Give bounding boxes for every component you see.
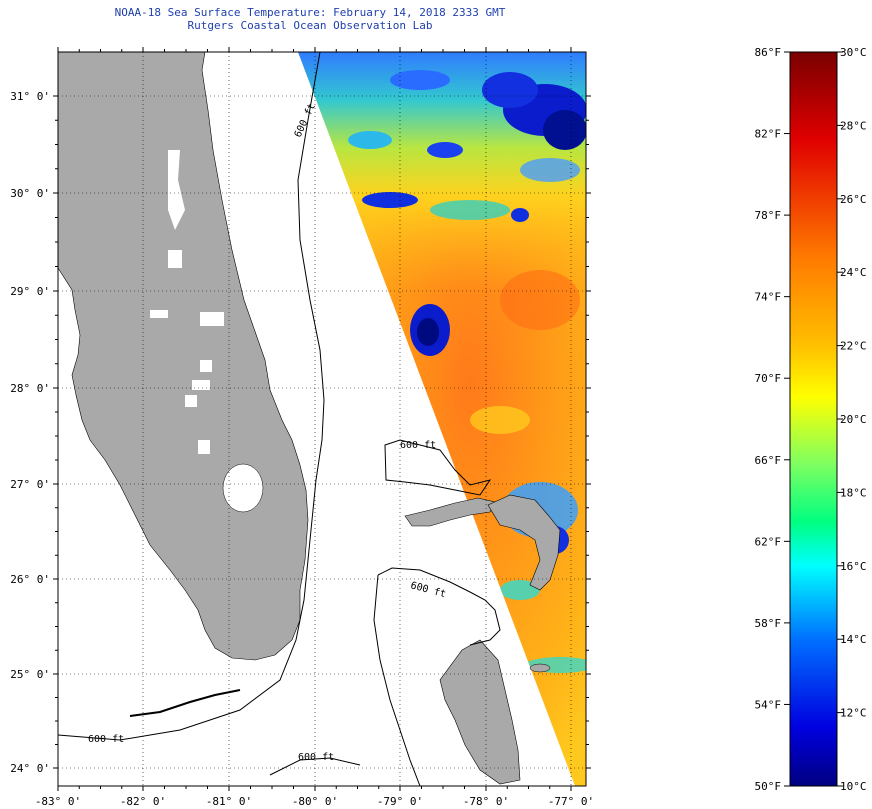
lat-label: 27° 0' — [10, 478, 50, 491]
colorbar-f-label: 50°F — [755, 780, 782, 793]
lon-label: -78° 0' — [463, 795, 509, 808]
contour-label: 600 ft — [298, 752, 334, 763]
lat-label: 29° 0' — [10, 285, 50, 298]
lat-label: 31° 0' — [10, 90, 50, 103]
lat-label: 25° 0' — [10, 668, 50, 681]
contour-label: 600 ft — [400, 440, 436, 451]
colorbar-f-label: 74°F — [755, 291, 782, 304]
colorbar: 86°F 82°F 78°F 74°F 70°F 66°F 62°F 58°F 54°F 50°F… — [755, 46, 867, 793]
map-title: NOAA-18 Sea Surface Temperature: Februar… — [114, 6, 506, 19]
andros-land — [439, 639, 521, 785]
lon-label: -83° 0' — [35, 795, 81, 808]
colorbar-c-label: 24°C — [840, 266, 867, 279]
colorbar-c-label: 28°C — [840, 119, 867, 132]
colorbar-f-label: 82°F — [755, 128, 782, 141]
colorbar-c-label: 22°C — [840, 340, 867, 353]
lat-label: 24° 0' — [10, 762, 50, 775]
colorbar-f-label: 70°F — [755, 372, 782, 385]
colorbar-c-label: 16°C — [840, 560, 867, 573]
grand-bahama-land — [404, 497, 496, 527]
colorbar-c-label: 10°C — [840, 780, 867, 793]
lon-label: -82° 0' — [120, 795, 166, 808]
colorbar-c-label: 14°C — [840, 633, 867, 646]
bathymetry-contours — [58, 52, 501, 786]
colorbar-c-label: 30°C — [840, 46, 867, 59]
lon-label: -79° 0' — [377, 795, 423, 808]
colorbar-ramp — [789, 51, 838, 787]
land-masses — [58, 52, 561, 785]
colorbar-f-label: 54°F — [755, 698, 782, 711]
colorbar-f-label: 58°F — [755, 617, 782, 630]
abaco-land — [487, 494, 561, 591]
lake-okeechobee — [222, 463, 264, 513]
lon-label: -80° 0' — [292, 795, 338, 808]
graticule — [58, 52, 586, 786]
lon-label: -77° 0' — [548, 795, 594, 808]
map-frame — [57, 51, 587, 787]
lat-label: 28° 0' — [10, 382, 50, 395]
lat-label: 30° 0' — [10, 187, 50, 200]
map-subtitle: Rutgers Coastal Ocean Observation Lab — [187, 19, 433, 32]
colorbar-c-label: 18°C — [840, 486, 867, 499]
colorbar-f-label: 86°F — [755, 46, 782, 59]
colorbar-c-label: 20°C — [840, 413, 867, 426]
lat-label: 26° 0' — [10, 573, 50, 586]
colorbar-f-label: 66°F — [755, 454, 782, 467]
colorbar-f-label: 78°F — [755, 209, 782, 222]
contour-label: 600 ft — [88, 734, 124, 745]
colorbar-c-label: 26°C — [840, 193, 867, 206]
lon-label: -81° 0' — [206, 795, 252, 808]
colorbar-c-label: 12°C — [840, 707, 867, 720]
colorbar-f-label: 62°F — [755, 535, 782, 548]
